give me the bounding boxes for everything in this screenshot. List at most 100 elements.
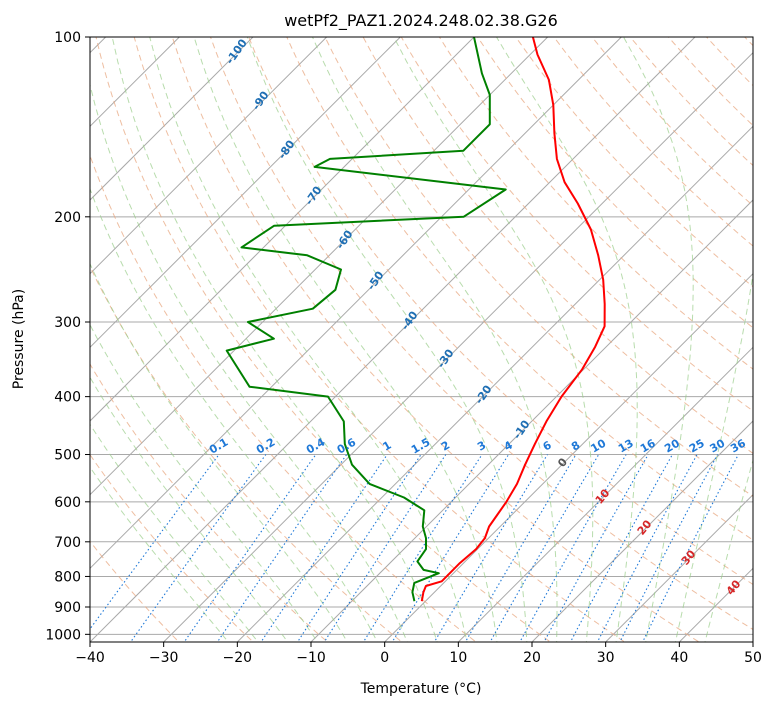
mixing-ratio-line	[129, 454, 267, 642]
moist-adiabat	[111, 37, 438, 642]
moist-adiabat	[193, 37, 498, 642]
dry-adiabat-label: -10	[511, 418, 533, 442]
isotherm-line	[90, 37, 696, 642]
x-tick-label: −10	[296, 650, 326, 666]
dry-adiabat	[210, 37, 753, 631]
temperature-profile	[420, 37, 606, 602]
dry-adiabat	[90, 363, 329, 642]
isotherm-line	[310, 199, 753, 642]
moist-adiabat	[90, 376, 289, 642]
dry-adiabat	[90, 540, 180, 642]
mixing-ratio-label: 2	[439, 439, 452, 454]
y-tick-label: 700	[54, 535, 81, 551]
x-tick-label: −30	[149, 650, 179, 666]
mixing-ratio-label: 16	[638, 436, 658, 455]
x-tick-label: 40	[670, 650, 688, 666]
dry-adiabat	[438, 37, 753, 370]
isotherm-line	[531, 420, 753, 642]
dry-adiabat	[90, 154, 477, 642]
mixing-ratio-label: 0.2	[254, 436, 277, 457]
dry-adiabat	[248, 37, 753, 586]
x-tick-label: −20	[223, 650, 253, 666]
y-tick-label: 300	[54, 315, 81, 331]
dry-adiabat	[324, 37, 753, 497]
moist-adiabat	[312, 37, 558, 642]
mixing-ratio-line	[216, 454, 348, 642]
moist-adiabat	[149, 37, 468, 642]
dry-adiabat	[133, 37, 626, 642]
moist-adiabat-label: 10	[593, 486, 613, 506]
isotherm-line	[90, 37, 254, 201]
mixing-ratio-label: 1	[380, 439, 393, 454]
mixing-ratio-label: 20	[662, 436, 682, 455]
isotherm-line	[236, 125, 753, 642]
isotherm-line	[605, 493, 753, 642]
mixing-ratio-line	[323, 454, 447, 642]
mixing-ratio-line	[183, 454, 317, 642]
dry-adiabat-label: -90	[250, 89, 272, 113]
moist-adiabat	[90, 323, 319, 642]
dry-adiabat	[515, 37, 753, 288]
mixing-ratio-label: 36	[728, 436, 748, 455]
chart-title: wetPf2_PAZ1.2024.248.02.38.G26	[284, 11, 558, 31]
series-layer	[225, 37, 606, 602]
mixing-ratio-line	[519, 454, 627, 642]
dry-adiabat	[591, 37, 753, 207]
isotherm-line	[678, 567, 753, 642]
moist-adiabat	[674, 270, 753, 642]
x-tick-label: 20	[523, 650, 541, 666]
dry-adiabat-label: -30	[435, 347, 457, 371]
mixing-ratio-label: 25	[687, 437, 707, 456]
mixing-ratio-label: 10	[589, 436, 609, 455]
mixing-ratio-line	[464, 454, 577, 642]
y-tick-label: 600	[54, 495, 81, 511]
isotherm-line	[752, 641, 753, 642]
moist-adiabat	[90, 262, 348, 642]
y-tick-label: 800	[54, 569, 81, 585]
moist-adiabat-label: 20	[635, 517, 655, 537]
mixing-ratio-line	[260, 454, 388, 642]
isotherm-line	[90, 37, 401, 349]
dry-adiabat	[362, 37, 753, 454]
moist-adiabat	[90, 466, 229, 642]
dry-adiabat	[171, 37, 700, 642]
mixing-ratio-label: 0.4	[304, 435, 328, 456]
dry-adiabat-label: -50	[365, 269, 387, 293]
dewpoint-profile	[225, 37, 507, 602]
moist-adiabat	[90, 423, 259, 642]
moist-adiabat	[623, 37, 694, 642]
mixing-ratio-line	[619, 454, 719, 642]
mixing-ratio-line	[596, 454, 698, 642]
y-axis-label: Pressure (hPa)	[11, 289, 27, 389]
dry-adiabat	[400, 37, 753, 412]
mixing-ratio-line	[543, 454, 649, 642]
isotherm-line	[163, 51, 753, 642]
moist-adiabat	[246, 37, 528, 642]
y-tick-label: 900	[54, 600, 81, 616]
mixing-ratio-line	[391, 454, 510, 642]
x-axis-label: Temperature (°C)	[360, 681, 482, 697]
mixing-ratio-label: 3	[475, 439, 488, 454]
y-tick-label: 500	[54, 448, 81, 464]
moist-adiabat	[704, 458, 753, 642]
y-tick-label: 1000	[45, 627, 81, 643]
dry-adiabat	[477, 37, 753, 329]
dry-adiabat-label: -40	[399, 309, 421, 333]
dry-adiabat-label: -70	[303, 184, 325, 208]
moist-adiabat	[496, 37, 638, 642]
isotherm-line	[90, 37, 475, 422]
x-tick-label: −40	[75, 650, 105, 666]
mixing-ratio-line	[569, 454, 673, 642]
dry-adiabat	[629, 37, 753, 167]
moist-adiabat	[90, 82, 408, 642]
mixing-ratio-label: 0.1	[207, 436, 230, 457]
mixing-ratio-label: 1.5	[409, 436, 432, 457]
isotherm-line	[90, 37, 328, 275]
moist-adiabat	[393, 37, 594, 642]
mixing-ratio-label: 6	[541, 438, 554, 453]
x-tick-label: 0	[380, 650, 389, 666]
axis-layer: −40 −30 −20 −10 0 10 20 30 40 5010020030040050060…	[45, 30, 762, 666]
mixing-ratio-line	[90, 454, 220, 630]
mixing-ratio-line	[362, 454, 483, 642]
